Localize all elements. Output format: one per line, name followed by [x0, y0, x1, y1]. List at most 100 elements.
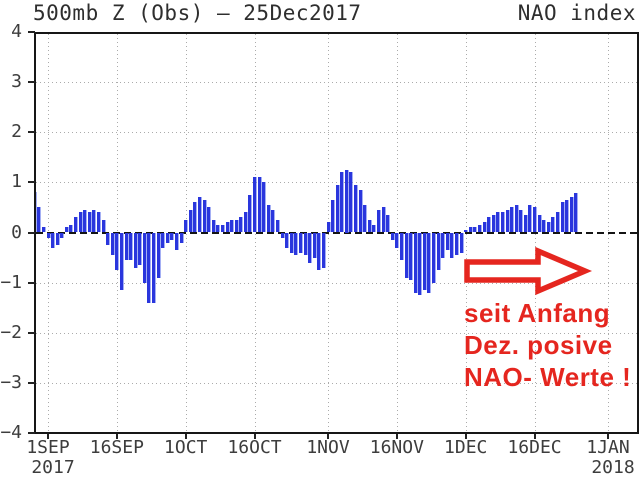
x-axis-label: 16DEC	[507, 437, 562, 458]
nao-daily-bar	[211, 219, 215, 233]
nao-daily-bar	[262, 182, 266, 233]
nao-daily-bar	[427, 232, 431, 293]
nao-daily-bar	[55, 232, 59, 245]
x-axis-tick	[253, 434, 256, 439]
nao-daily-bar	[574, 193, 578, 233]
y-axis-tick	[28, 331, 35, 334]
nao-daily-bar	[51, 232, 55, 248]
y-axis-tick	[28, 181, 35, 184]
nao-daily-bar	[551, 217, 555, 233]
x-axis-tick	[395, 434, 398, 439]
nao-daily-bar	[253, 177, 257, 233]
nao-daily-bar	[133, 232, 137, 268]
nao-daily-bar	[165, 232, 169, 243]
nao-daily-bar	[248, 194, 252, 233]
nao-daily-bar	[556, 212, 559, 233]
nao-daily-bar	[505, 209, 509, 233]
nao-daily-bar	[344, 169, 348, 233]
nao-daily-bar	[445, 232, 449, 251]
nao-daily-bar	[83, 209, 87, 233]
x-axis-label: 1DEC	[444, 437, 488, 458]
nao-daily-bar	[464, 229, 468, 233]
y-axis-tick	[28, 381, 35, 384]
nao-daily-bar	[349, 172, 353, 233]
y-axis-label: 4	[11, 21, 22, 43]
nao-daily-bar	[477, 224, 481, 233]
x-axis-tick	[607, 434, 609, 439]
x-axis-tick	[47, 434, 49, 439]
nao-daily-bar	[129, 232, 133, 261]
nao-daily-bar	[372, 224, 376, 233]
nao-daily-bar	[156, 232, 160, 278]
y-axis-label: 3	[11, 71, 22, 93]
x-axis-label: 1OCT	[164, 437, 208, 458]
nao-daily-bar	[519, 209, 523, 233]
x-axis-label: 16NOV	[369, 437, 424, 458]
nao-daily-bar	[184, 219, 188, 233]
nao-daily-bar	[46, 232, 50, 238]
nao-daily-bar	[303, 232, 307, 256]
nao-daily-bar	[161, 232, 165, 248]
y-axis-label: 0	[11, 221, 22, 243]
x-axis-label: 1JAN	[586, 437, 630, 458]
x-axis-tick	[327, 434, 329, 439]
nao-daily-bar	[257, 177, 261, 233]
nao-daily-bar	[491, 214, 495, 233]
nao-daily-bar	[285, 232, 289, 248]
nao-daily-bar	[110, 232, 114, 256]
annotation-line-3: NAO- Werte !	[464, 362, 632, 392]
nao-daily-bar	[565, 199, 569, 233]
nao-daily-bar	[294, 232, 298, 256]
nao-daily-bar	[225, 222, 229, 233]
nao-daily-bar	[202, 199, 206, 233]
nao-daily-bar	[115, 232, 119, 271]
nao-daily-bar	[276, 219, 279, 233]
nao-daily-bar	[413, 232, 417, 293]
gridline-horizontal	[36, 332, 637, 334]
nao-daily-bar	[317, 232, 321, 271]
nao-daily-bar	[308, 232, 312, 263]
x-axis-tick	[533, 434, 536, 439]
arrow-right-icon	[464, 246, 593, 296]
nao-daily-bar	[354, 184, 358, 233]
chart-title: 500mb Z (Obs) – 25Dec2017	[33, 1, 362, 25]
nao-daily-bar	[514, 204, 518, 233]
nao-daily-bar	[468, 227, 472, 233]
x-axis-year-label: 2017	[31, 457, 75, 478]
nao-daily-bar	[367, 219, 371, 233]
gridline-horizontal	[36, 382, 637, 384]
nao-daily-bar	[152, 232, 156, 303]
nao-daily-bar	[533, 207, 537, 233]
nao-daily-bar	[500, 212, 504, 233]
nao-daily-bar	[142, 232, 146, 283]
nao-daily-bar	[193, 202, 197, 233]
x-axis-tick	[115, 434, 118, 439]
nao-daily-bar	[487, 217, 491, 233]
nao-daily-bar	[390, 232, 394, 240]
y-axis-label: −2	[0, 321, 22, 343]
nao-daily-bar	[441, 232, 445, 258]
x-axis-label: 1SEP	[26, 437, 70, 458]
y-axis-label: 2	[11, 121, 22, 143]
nao-daily-bar	[289, 232, 293, 253]
nao-daily-bar	[528, 204, 532, 233]
y-axis-tick	[28, 231, 35, 234]
nao-daily-bar	[280, 232, 284, 238]
y-axis-label: −1	[0, 271, 22, 293]
nao-daily-bar	[271, 209, 275, 233]
nao-daily-bar	[179, 232, 183, 243]
nao-daily-bar	[207, 207, 211, 233]
nao-daily-bar	[455, 232, 459, 256]
x-axis-tick	[464, 434, 467, 439]
nao-daily-bar	[482, 222, 486, 233]
y-axis-tick	[28, 131, 35, 134]
nao-daily-bar	[60, 232, 64, 238]
nao-daily-bar	[119, 232, 123, 291]
nao-daily-bar	[358, 189, 362, 233]
nao-daily-bar	[335, 184, 339, 233]
gridline-horizontal	[36, 82, 637, 84]
nao-daily-bar	[510, 207, 514, 233]
nao-daily-bar	[34, 192, 36, 232]
nao-daily-bar	[243, 212, 247, 233]
